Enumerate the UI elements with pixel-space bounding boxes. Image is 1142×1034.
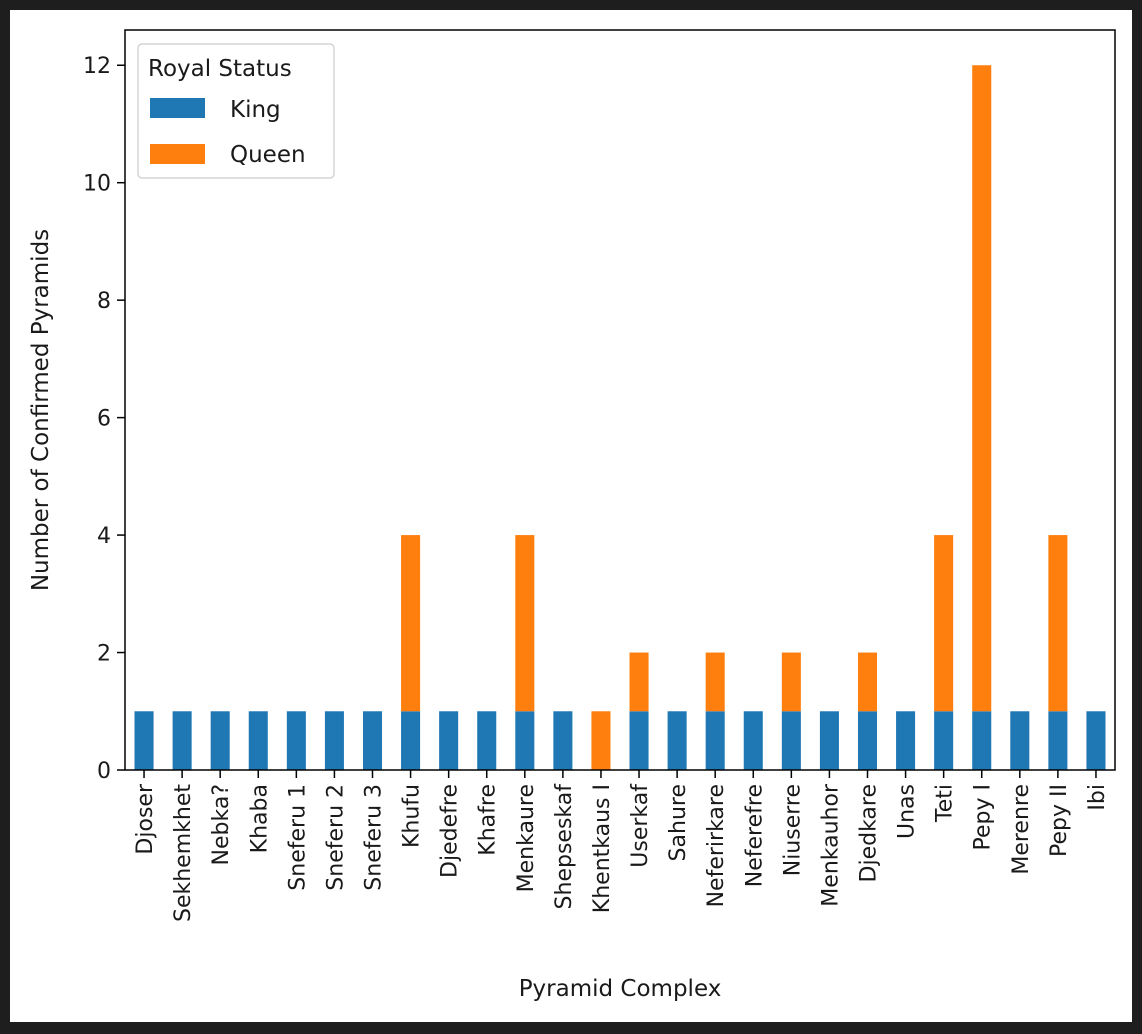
x-tick-label: Niuserre: [780, 784, 805, 876]
bar-queen: [705, 652, 725, 712]
bar-king: [819, 711, 839, 770]
legend-swatch-queen: [150, 144, 205, 164]
x-tick-label: Ibi: [1085, 784, 1110, 811]
bar-king: [553, 711, 573, 770]
bar-king: [477, 711, 497, 770]
plot-frame: [124, 29, 1116, 771]
bar-queen: [515, 535, 535, 712]
bars-layer: [134, 65, 1106, 770]
x-axis: Djoser Sekhemkhet Nebka? Khaba Sneferu 1 Snef…: [133, 770, 1110, 922]
bar-king: [134, 711, 154, 770]
bar-king: [1010, 711, 1030, 770]
x-tick-label: Menkauhor: [818, 783, 843, 907]
x-tick-label: Khentkaus I: [590, 784, 615, 913]
bar-king: [210, 711, 230, 770]
x-tick-label: Khafre: [476, 784, 501, 856]
x-tick-label: Sahure: [666, 784, 691, 861]
bar-queen: [934, 535, 954, 712]
bar-king: [1086, 711, 1106, 770]
x-tick-label: Merenre: [1009, 784, 1034, 875]
bar-king: [857, 711, 878, 770]
x-tick-label: Djoser: [133, 783, 158, 855]
x-tick-label: Neferirkare: [704, 784, 729, 907]
x-tick-label: Teti: [933, 784, 958, 823]
x-tick-label: Pepy I: [971, 784, 996, 850]
bar-queen: [591, 711, 611, 770]
x-tick-label: Unas: [895, 784, 920, 839]
bar-king: [781, 711, 801, 770]
bar-king: [324, 711, 344, 770]
y-tick-label: 12: [83, 54, 111, 79]
x-tick-label: Sneferu 3: [362, 784, 387, 891]
y-tick-label: 4: [97, 524, 111, 549]
x-tick-label: Neferefre: [742, 784, 767, 887]
y-tick-label: 10: [83, 172, 111, 197]
legend-label-queen: Queen: [230, 142, 306, 168]
bar-king: [439, 711, 459, 770]
x-tick-label: Khufu: [400, 784, 425, 848]
x-tick-label: Djedefre: [438, 784, 463, 878]
bar-king: [515, 711, 535, 770]
y-tick-label: 8: [97, 289, 111, 314]
x-axis-title: Pyramid Complex: [519, 976, 722, 1002]
bar-king: [286, 711, 306, 770]
bar-king: [401, 711, 421, 770]
x-tick-label: Djedkare: [857, 784, 882, 882]
bar-queen: [972, 65, 992, 712]
bar-king: [172, 711, 192, 770]
x-tick-label: Pepy II: [1047, 784, 1072, 857]
bar-king: [629, 711, 649, 770]
bar-king: [743, 711, 763, 770]
y-axis: 0 2 4 6 8 10 12: [83, 54, 125, 784]
x-tick-label: Nebka?: [209, 784, 234, 865]
x-tick-label: Menkaure: [514, 784, 539, 892]
y-axis-title: Number of Confirmed Pyramids: [28, 229, 54, 591]
stacked-bar-chart: 0 2 4 6 8 10 12 Djoser Sekhemkhet Nebka? Khaba Sne…: [28, 29, 1116, 1002]
bar-king: [705, 711, 725, 770]
x-tick-label: Userkaf: [628, 783, 653, 868]
y-tick-label: 6: [97, 407, 111, 432]
bar-queen: [629, 652, 649, 712]
x-tick-label: Sekhemkhet: [171, 784, 196, 922]
bar-king: [362, 711, 383, 770]
bar-queen: [1048, 535, 1068, 712]
bar-queen: [401, 535, 421, 712]
bar-king: [972, 711, 992, 770]
bar-king: [896, 711, 916, 770]
legend-swatch-king: [150, 98, 205, 118]
legend-title: Royal Status: [148, 56, 292, 82]
bar-queen: [781, 652, 801, 712]
x-tick-label: Khaba: [247, 784, 272, 853]
bar-king: [667, 711, 687, 770]
bar-king: [1048, 711, 1068, 770]
bar-king: [934, 711, 954, 770]
chart-figure: 0 2 4 6 8 10 12 Djoser Sekhemkhet Nebka? Khaba Sne…: [10, 10, 1132, 1022]
legend: Royal Status King Queen: [137, 43, 335, 179]
x-tick-label: Sneferu 1: [285, 784, 310, 891]
bar-queen: [857, 652, 878, 712]
x-tick-label: Sneferu 2: [323, 784, 348, 891]
legend-label-king: King: [230, 97, 281, 123]
x-tick-label: Shepseskaf: [552, 783, 577, 910]
bar-king: [248, 711, 268, 770]
y-tick-label: 0: [97, 759, 111, 784]
y-tick-label: 2: [97, 642, 111, 667]
